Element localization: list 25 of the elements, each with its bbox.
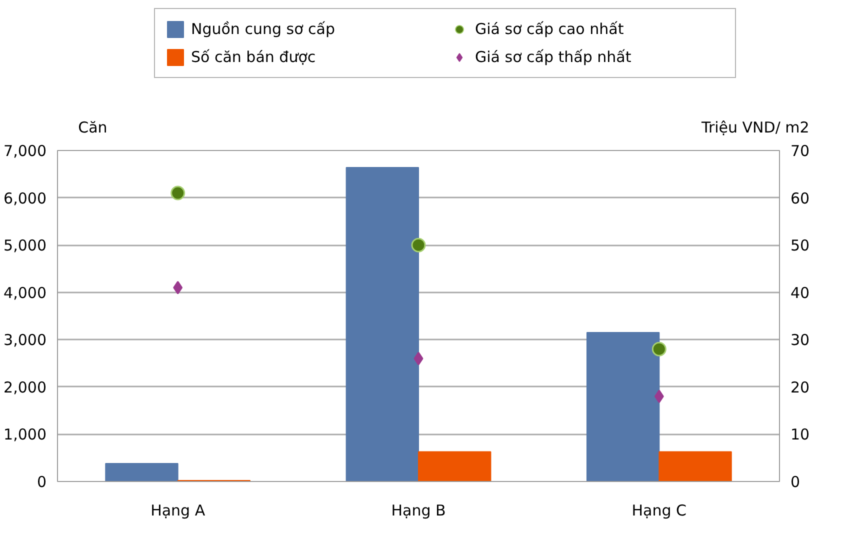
y2-tick-label: 50 (790, 236, 810, 255)
x-tick-label: Hạng A (150, 502, 206, 520)
x-tick-label: Hạng B (391, 502, 446, 520)
y-tick-label: 1,000 (4, 426, 47, 444)
y2-tick-label: 20 (790, 378, 810, 396)
legend-label: Nguồn cung sơ cấp (191, 20, 336, 38)
y2-tick-label: 10 (790, 426, 810, 444)
y-tick-label: 7,000 (4, 142, 47, 160)
y-tick-label: 4,000 (4, 284, 47, 302)
y-tick-label: 5,000 (4, 236, 47, 255)
legend-label: Giá sơ cấp cao nhất (475, 20, 625, 38)
y2-tick-label: 70 (790, 142, 810, 160)
y2-tick-label: 60 (790, 189, 810, 208)
legend-label: Giá sơ cấp thấp nhất (475, 48, 632, 66)
y-axis-title: Căn (78, 118, 108, 136)
y2-tick-label: 30 (790, 331, 810, 350)
y-tick-label: 6,000 (4, 189, 47, 208)
y2-axis-title: Triệu VND/ m2 (700, 118, 810, 136)
x-tick-label: Hạng C (632, 502, 687, 520)
legend-label: Số căn bán được (191, 48, 317, 66)
y-tick-label: 0 (36, 473, 47, 491)
y-tick-label: 2,000 (4, 378, 47, 396)
y-tick-label: 3,000 (4, 331, 47, 350)
y2-tick-label: 0 (790, 473, 800, 491)
y2-tick-label: 40 (790, 284, 810, 302)
